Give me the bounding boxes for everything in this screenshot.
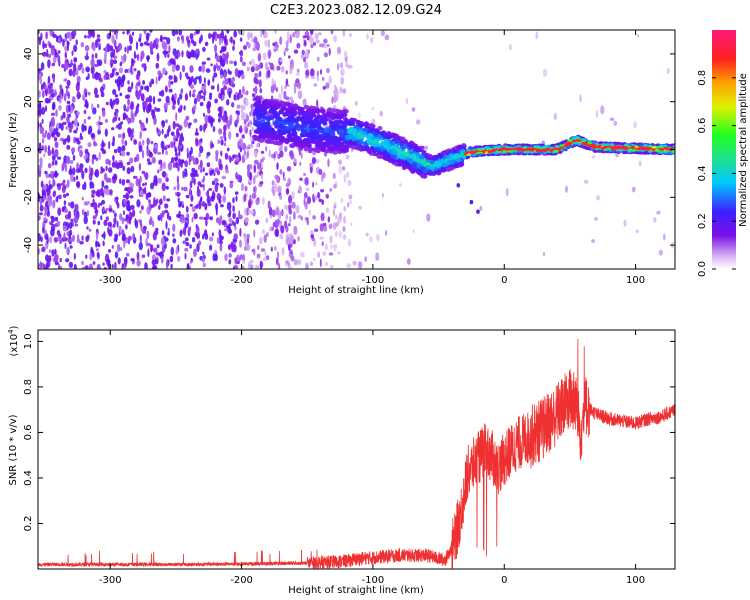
snr-y-tick-label: 0.6: [23, 424, 34, 440]
snr-series-group: [38, 338, 675, 569]
snr-x-tick-label: -200: [230, 575, 253, 586]
spectrogram-y-ticks: -40 -20 0 20 40: [23, 48, 675, 253]
spectrogram-signal-trace: [174, 96, 675, 214]
spectrogram-y-tick-label: 0: [23, 146, 34, 152]
spectrogram-x-ticks: -300 -200 -100 0 100: [99, 30, 645, 286]
colorbar-label: Normalized spectral amplitude: [738, 73, 749, 227]
snr-multiplier: (x104): [7, 325, 20, 356]
snr-multiplier-base: (x10: [9, 334, 20, 357]
colorbar: 0.0 0.2 0.4 0.6 0.8 Normalized spectral ampl…: [697, 30, 749, 277]
spectrogram-noise-field: [38, 30, 674, 269]
spectrogram-x-tick-label: -100: [362, 275, 385, 286]
snr-y-axis-label: SNR (10 * v/v): [8, 414, 19, 485]
colorbar-gradient: [712, 30, 736, 269]
figure-title: C2E3.2023.082.12.09.G24: [270, 3, 442, 18]
snr-y-tick-label: 0.2: [23, 516, 34, 532]
colorbar-tick-label: 0.0: [697, 261, 708, 277]
snr-x-axis-label: Height of straight line (km): [288, 585, 424, 596]
colorbar-ticks: 0.0 0.2 0.4 0.6 0.8: [697, 70, 736, 277]
spectrogram-y-tick-label: -20: [23, 189, 34, 205]
snr-series-line: [38, 338, 675, 569]
snr-y-tick-label: 0.8: [23, 379, 34, 395]
snr-multiplier-exponent: 4: [7, 329, 15, 334]
spectrogram-x-tick-label: 100: [626, 275, 645, 286]
svg-text:(x104): (x104): [7, 325, 20, 356]
snr-y-ticks: 0.2 0.4 0.6 0.8 1.0: [23, 333, 675, 531]
snr-x-tick-label: 100: [626, 575, 645, 586]
colorbar-tick-label: 0.2: [697, 213, 708, 229]
snr-x-tick-label: -100: [362, 575, 385, 586]
snr-x-tick-label: -300: [99, 575, 122, 586]
spectrogram-y-tick-label: 40: [23, 48, 34, 61]
spectrogram-y-tick-label: 20: [23, 95, 34, 108]
spectrogram-y-axis-label: Frequency (Hz): [8, 112, 19, 188]
snr-frame: [37, 329, 676, 570]
spectrogram-y-tick-label: -40: [23, 237, 34, 253]
colorbar-tick-label: 0.8: [697, 70, 708, 86]
spectrogram-x-tick-label: 0: [501, 275, 507, 286]
snr-y-tick-label: 0.4: [23, 470, 34, 486]
snr-x-ticks: -300 -200 -100 0 100: [99, 330, 645, 586]
spectrogram-x-tick-label: -200: [230, 275, 253, 286]
snr-panel: -300 -200 -100 0 100 0.2 0.4 0.6 0.8 1.0 Height …: [7, 325, 676, 596]
colorbar-tick-label: 0.6: [697, 118, 708, 134]
snr-y-tick-label: 1.0: [23, 333, 34, 349]
colorbar-tick-label: 0.4: [697, 165, 708, 181]
spectrogram-x-axis-label: Height of straight line (km): [288, 285, 424, 296]
spectrogram-x-tick-label: -300: [99, 275, 122, 286]
snr-x-tick-label: 0: [501, 575, 507, 586]
